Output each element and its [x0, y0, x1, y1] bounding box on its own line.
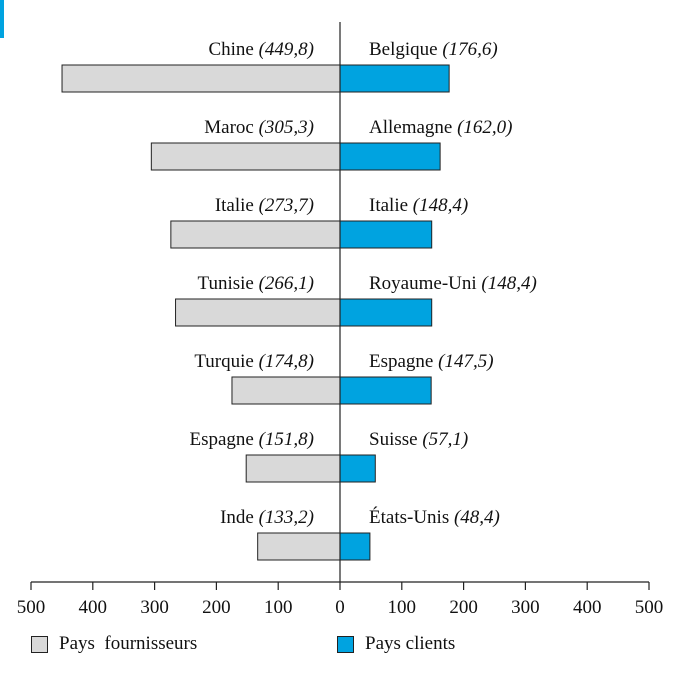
- bar-client-3: [339, 298, 433, 327]
- value-client-0: (176,6): [442, 39, 497, 60]
- x-tick-label-6: 100: [388, 597, 417, 618]
- value-client-1: (162,0): [457, 117, 512, 138]
- x-tick-label-0: 500: [17, 597, 46, 618]
- label-client-6: États-Unis (48,4): [369, 506, 500, 528]
- bar-client-5: [339, 454, 376, 483]
- country-fournisseur-6: Inde: [220, 507, 259, 528]
- value-client-3: (148,4): [481, 273, 536, 294]
- corner-accent-mark: [0, 0, 4, 38]
- label-fournisseur-0: Chine (449,8): [208, 39, 314, 60]
- x-tick-label-2: 300: [140, 597, 169, 618]
- value-fournisseur-2: (273,7): [259, 195, 314, 216]
- label-client-1: Allemagne (162,0): [369, 117, 513, 138]
- label-fournisseur-2: Italie (273,7): [215, 195, 314, 216]
- x-tick-label-5: 0: [335, 597, 345, 618]
- bar-client-2: [339, 220, 433, 249]
- bar-client-6: [339, 532, 371, 561]
- bar-client-0: [339, 64, 450, 93]
- label-client-4: Espagne (147,5): [369, 351, 494, 372]
- country-client-4: Espagne: [369, 351, 438, 372]
- country-fournisseur-0: Chine: [208, 39, 258, 60]
- label-client-3: Royaume-Uni (148,4): [369, 273, 537, 294]
- label-fournisseur-5: Espagne (151,8): [189, 429, 314, 450]
- label-fournisseur-1: Maroc (305,3): [204, 117, 314, 138]
- country-fournisseur-3: Tunisie: [198, 273, 259, 294]
- country-client-0: Belgique: [369, 39, 442, 60]
- country-fournisseur-5: Espagne: [189, 429, 258, 450]
- bar-fournisseur-4: [231, 376, 341, 405]
- value-fournisseur-4: (174,8): [259, 351, 314, 372]
- label-client-5: Suisse (57,1): [369, 429, 468, 450]
- value-fournisseur-3: (266,1): [259, 273, 314, 294]
- bar-fournisseur-0: [61, 64, 341, 93]
- value-fournisseur-5: (151,8): [259, 429, 314, 450]
- bar-fournisseur-5: [245, 454, 341, 483]
- value-fournisseur-0: (449,8): [259, 39, 314, 60]
- legend-item-clients: Pays clients: [337, 633, 455, 655]
- country-fournisseur-1: Maroc: [204, 117, 258, 138]
- country-fournisseur-4: Turquie: [194, 351, 258, 372]
- legend-label-fournisseurs: Pays fournisseurs: [59, 633, 198, 654]
- bar-client-4: [339, 376, 432, 405]
- country-client-5: Suisse: [369, 429, 422, 450]
- bar-fournisseur-2: [170, 220, 341, 249]
- value-fournisseur-1: (305,3): [259, 117, 314, 138]
- label-client-2: Italie (148,4): [369, 195, 468, 216]
- country-client-6: États-Unis: [369, 506, 454, 528]
- country-client-1: Allemagne: [369, 117, 457, 138]
- x-tick-label-8: 300: [511, 597, 540, 618]
- value-fournisseur-6: (133,2): [259, 507, 314, 528]
- x-tick-label-9: 400: [573, 597, 602, 618]
- legend-swatch-fournisseurs: [31, 635, 48, 653]
- legend-swatch-clients: [337, 635, 354, 653]
- legend-label-clients: Pays clients: [365, 633, 456, 654]
- label-fournisseur-3: Tunisie (266,1): [198, 273, 314, 294]
- x-tick-label-7: 200: [449, 597, 478, 618]
- country-client-3: Royaume-Uni: [369, 273, 481, 294]
- x-tick-label-10: 500: [635, 597, 664, 618]
- x-tick-label-1: 400: [79, 597, 108, 618]
- bar-client-1: [339, 142, 441, 171]
- bar-fournisseur-1: [150, 142, 341, 171]
- bar-fournisseur-3: [175, 298, 341, 327]
- value-client-6: (48,4): [454, 507, 500, 528]
- label-client-0: Belgique (176,6): [369, 39, 498, 60]
- label-fournisseur-4: Turquie (174,8): [194, 351, 314, 372]
- x-tick-label-4: 100: [264, 597, 293, 618]
- value-client-4: (147,5): [438, 351, 493, 372]
- x-tick-label-3: 200: [202, 597, 231, 618]
- legend-item-fournisseurs: Pays fournisseurs: [31, 633, 197, 655]
- bar-fournisseur-6: [257, 532, 341, 561]
- diverging-bar-chart: Chine (449,8) Maroc (305,3) Italie (273,7)…: [17, 22, 664, 618]
- value-client-2: (148,4): [413, 195, 468, 216]
- label-fournisseur-6: Inde (133,2): [220, 507, 314, 528]
- value-client-5: (57,1): [422, 429, 468, 450]
- country-fournisseur-2: Italie: [215, 195, 259, 216]
- country-client-2: Italie: [369, 195, 413, 216]
